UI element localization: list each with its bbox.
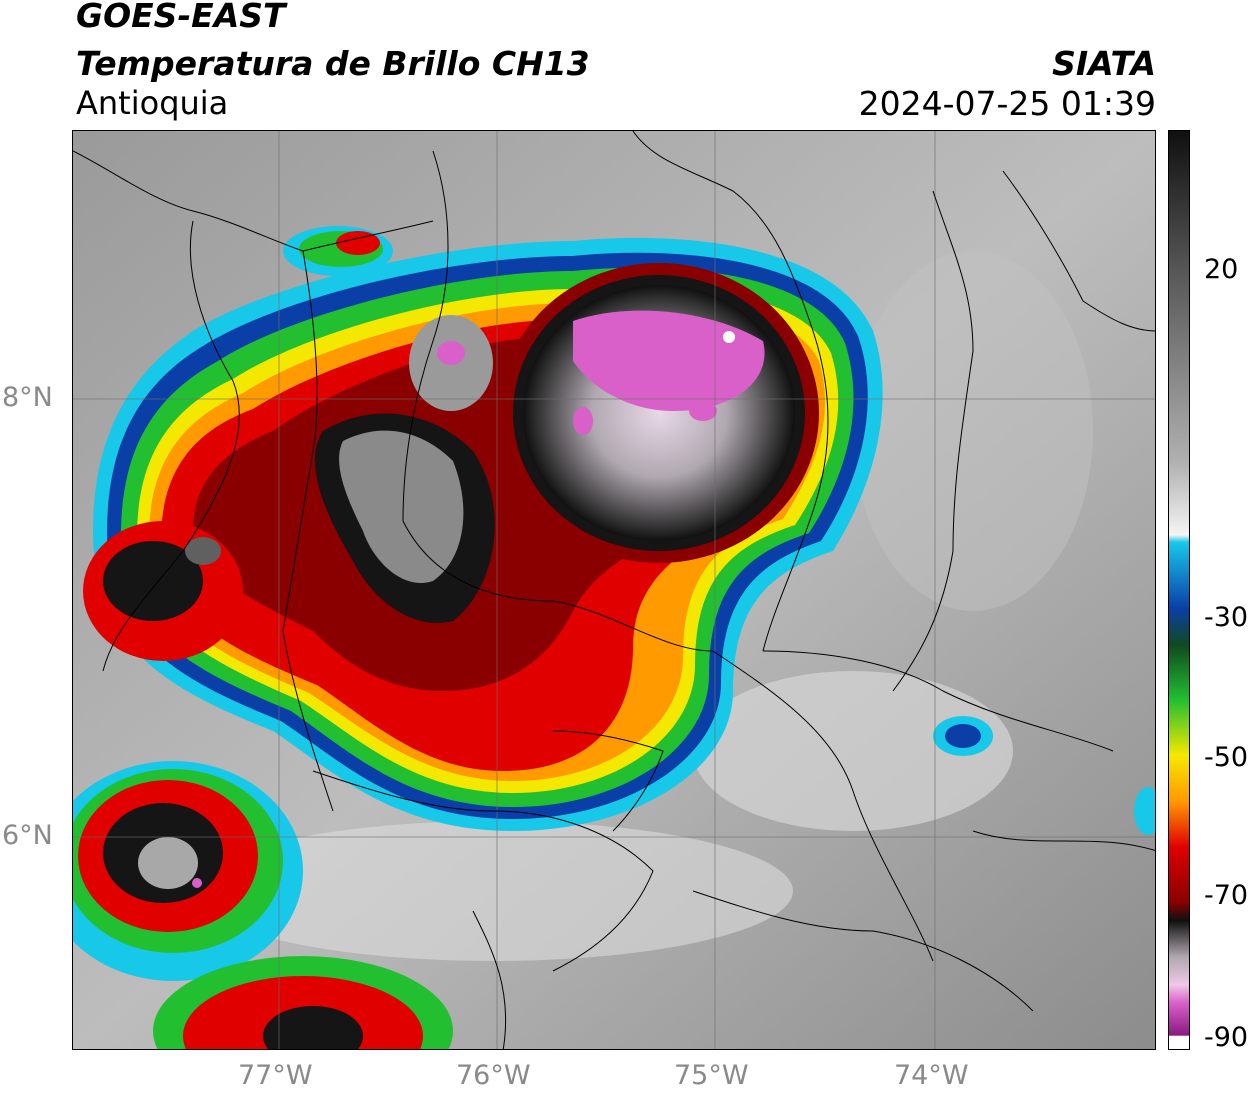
graticule xyxy=(73,131,1155,1049)
satellite-map xyxy=(72,130,1156,1050)
lat-label-8n: 8°N xyxy=(2,382,53,413)
product-title: Temperatura de Brillo CH13 xyxy=(76,44,590,83)
storm-west xyxy=(83,521,243,661)
organization-label: SIATA xyxy=(1052,44,1156,83)
lon-label-74w: 74°W xyxy=(894,1060,969,1091)
map-canvas xyxy=(73,131,1155,1049)
region-label: Antioquia xyxy=(76,84,229,122)
colorbar-tick-neg50: -50 xyxy=(1204,742,1249,773)
lon-label-75w: 75°W xyxy=(674,1060,749,1091)
lon-label-77w: 77°W xyxy=(238,1060,313,1091)
datetime-label: 2024-07-25 01:39 xyxy=(858,84,1156,123)
lat-label-6n: 6°N xyxy=(2,820,53,851)
storm-northwest xyxy=(283,226,393,276)
colorbar-tick-20: 20 xyxy=(1204,254,1239,285)
storm-southwest xyxy=(73,761,453,1049)
gray-core-center xyxy=(339,430,464,583)
colorbar-gradient xyxy=(1169,131,1189,1049)
colorbar-tick-neg30: -30 xyxy=(1204,602,1249,633)
boundaries xyxy=(73,131,1155,1049)
lon-label-76w: 76°W xyxy=(456,1060,531,1091)
storm-northeast xyxy=(499,263,819,563)
colorbar-tick-neg70: -70 xyxy=(1204,880,1249,911)
satellite-title: GOES-EAST xyxy=(76,0,286,35)
colorbar-tick-neg90: -90 xyxy=(1204,1022,1249,1053)
colorbar xyxy=(1168,130,1190,1050)
cell-east-2 xyxy=(1134,787,1155,835)
